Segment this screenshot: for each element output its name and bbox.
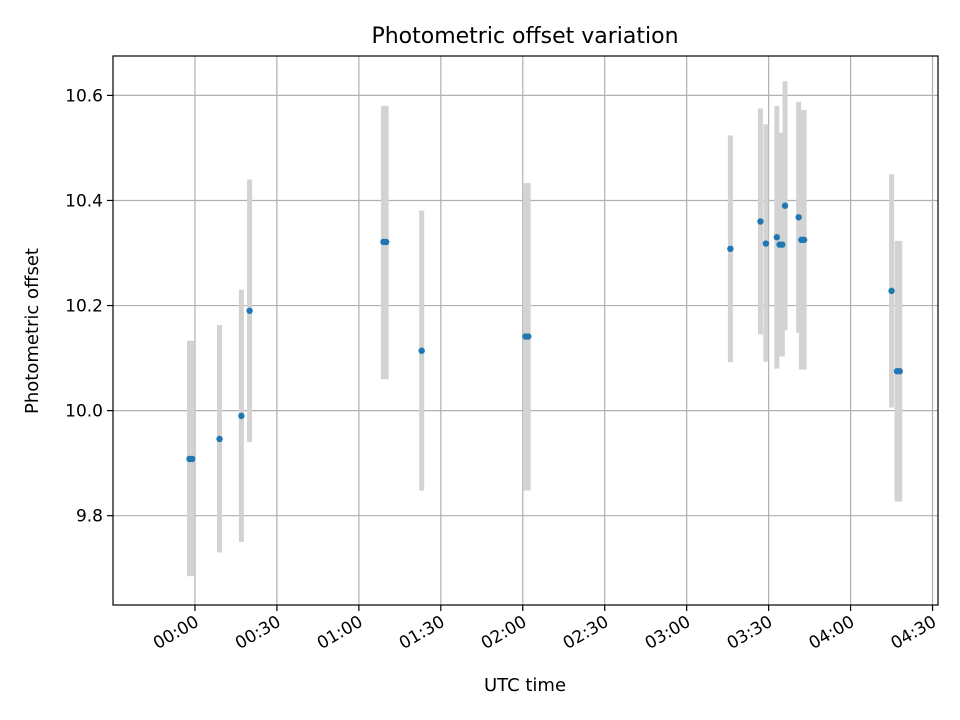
data-point	[418, 347, 425, 354]
y-axis-label: Photometric offset	[22, 248, 43, 414]
data-point	[781, 202, 789, 209]
chart-title: Photometric offset variation	[371, 24, 678, 49]
data-point	[896, 368, 903, 375]
y-tick-label: 10.4	[65, 191, 103, 211]
y-tick-label: 10.2	[65, 297, 103, 317]
data-point	[382, 238, 390, 246]
data-point	[888, 287, 895, 295]
data-point	[238, 412, 245, 420]
x-axis-label: UTC time	[484, 675, 566, 696]
data-point	[216, 435, 223, 443]
data-point	[773, 234, 781, 241]
data-point	[246, 307, 253, 314]
y-tick-label: 9.8	[76, 507, 103, 527]
data-point	[762, 240, 770, 247]
plot-frame	[112, 55, 939, 606]
data-point	[189, 455, 196, 463]
data-point	[757, 218, 764, 225]
data-point	[800, 236, 808, 244]
data-point	[779, 241, 786, 248]
data-point	[727, 245, 734, 253]
data-point	[795, 214, 802, 221]
data-points	[186, 202, 903, 463]
y-tick-label: 10.0	[65, 402, 103, 422]
data-point	[525, 333, 532, 340]
y-tick-label: 10.6	[65, 86, 103, 106]
